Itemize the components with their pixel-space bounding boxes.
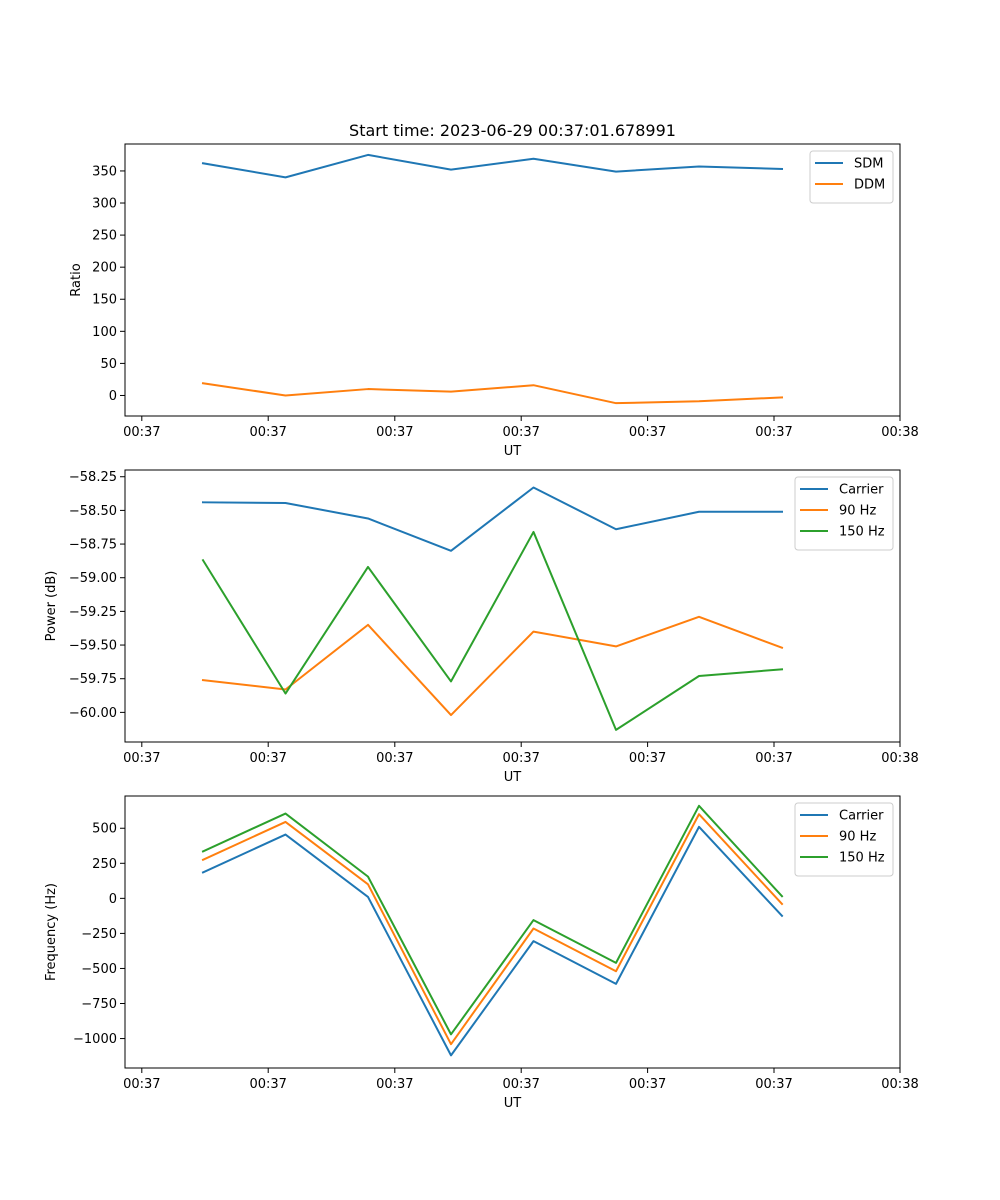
y-tick-label: −59.50 [69,639,117,654]
series-line-sdm [201,153,784,179]
y-tick-label: 300 [92,197,117,212]
x-tick-label: 00:37 [249,1077,286,1092]
x-tick-label: 00:38 [881,425,918,440]
series-line-150-hz [201,530,784,731]
subplot-3: 00:37 00:37 00:37 00:37 00:37 00:37 00:38 −1000… [44,795,919,1111]
series-line-150-hz [201,804,784,1036]
y-axis-label: Power (dB) [44,571,59,642]
series-line-ddm [201,382,784,405]
y-tick-label: −250 [81,927,117,942]
x-tick-label: 00:38 [881,1077,918,1092]
y-tick-label: 350 [92,164,117,179]
chart-title: Start time: 2023-06-29 00:37:01.678991 [349,121,676,140]
legend-entry-label: 150 Hz [839,525,885,540]
plot-area-frame [124,143,901,417]
x-tick-label: 00:37 [629,425,666,440]
y-tick-label: −60.00 [69,706,117,721]
y-tick-label: −58.25 [69,470,117,485]
x-tick-label: 00:37 [629,1077,666,1092]
series-line-90-hz [201,813,784,1046]
y-tick-label: 500 [92,822,117,837]
x-tick-label: 00:37 [755,425,792,440]
x-tick-label: 00:37 [123,425,160,440]
x-tick-label: 00:37 [629,751,666,766]
x-tick-label: 00:37 [249,425,286,440]
legend: Carrier 90 Hz 150 Hz [794,476,894,551]
legend-entry-label: 90 Hz [839,830,876,845]
subplot-1: Start time: 2023-06-29 00:37:01.67899100… [69,121,919,459]
y-axis-label: Frequency (Hz) [44,883,59,981]
x-axis-label: UT [504,444,522,459]
x-tick-label: 00:37 [755,751,792,766]
y-tick-label: 250 [92,857,117,872]
y-tick-label: −59.00 [69,571,117,586]
subplot-2: 00:37 00:37 00:37 00:37 00:37 00:37 00:38 −60.0… [44,469,919,785]
y-tick-label: −1000 [73,1032,117,1047]
series-line-carrier [201,825,784,1057]
x-tick-label: 00:37 [376,751,413,766]
x-axis-label: UT [504,770,522,785]
legend-entry-label: DDM [854,178,885,193]
y-tick-label: 50 [100,357,117,372]
legend-entry-label: Carrier [839,809,884,824]
x-tick-label: 00:37 [502,1077,539,1092]
x-tick-label: 00:37 [376,425,413,440]
x-tick-label: 00:37 [249,751,286,766]
y-tick-label: −750 [81,997,117,1012]
y-tick-label: −58.75 [69,538,117,553]
plot-area-frame [124,795,901,1069]
y-axis-label: Ratio [69,263,84,296]
legend: Carrier 90 Hz 150 Hz [794,802,894,877]
y-tick-label: 150 [92,293,117,308]
plot-area-frame [124,469,901,743]
y-tick-label: 0 [109,892,117,907]
series-line-90-hz [201,615,784,717]
y-tick-label: −58.50 [69,504,117,519]
y-tick-label: 100 [92,325,117,340]
y-tick-label: 200 [92,261,117,276]
x-tick-label: 00:37 [502,425,539,440]
x-tick-label: 00:37 [123,1077,160,1092]
x-axis-label: UT [504,1096,522,1111]
y-tick-label: −59.25 [69,605,117,620]
legend-entry-label: 90 Hz [839,504,876,519]
y-tick-label: 0 [109,389,117,404]
y-tick-label: 250 [92,229,117,244]
x-tick-label: 00:37 [123,751,160,766]
x-tick-label: 00:38 [881,751,918,766]
legend-entry-label: SDM [854,157,883,172]
legend-entry-label: Carrier [839,483,884,498]
y-tick-label: −59.75 [69,672,117,687]
series-line-carrier [201,486,783,552]
y-tick-label: −500 [81,962,117,977]
legend: SDM DDM [809,150,894,204]
x-tick-label: 00:37 [755,1077,792,1092]
x-tick-label: 00:37 [502,751,539,766]
legend-entry-label: 150 Hz [839,851,885,866]
x-tick-label: 00:37 [376,1077,413,1092]
